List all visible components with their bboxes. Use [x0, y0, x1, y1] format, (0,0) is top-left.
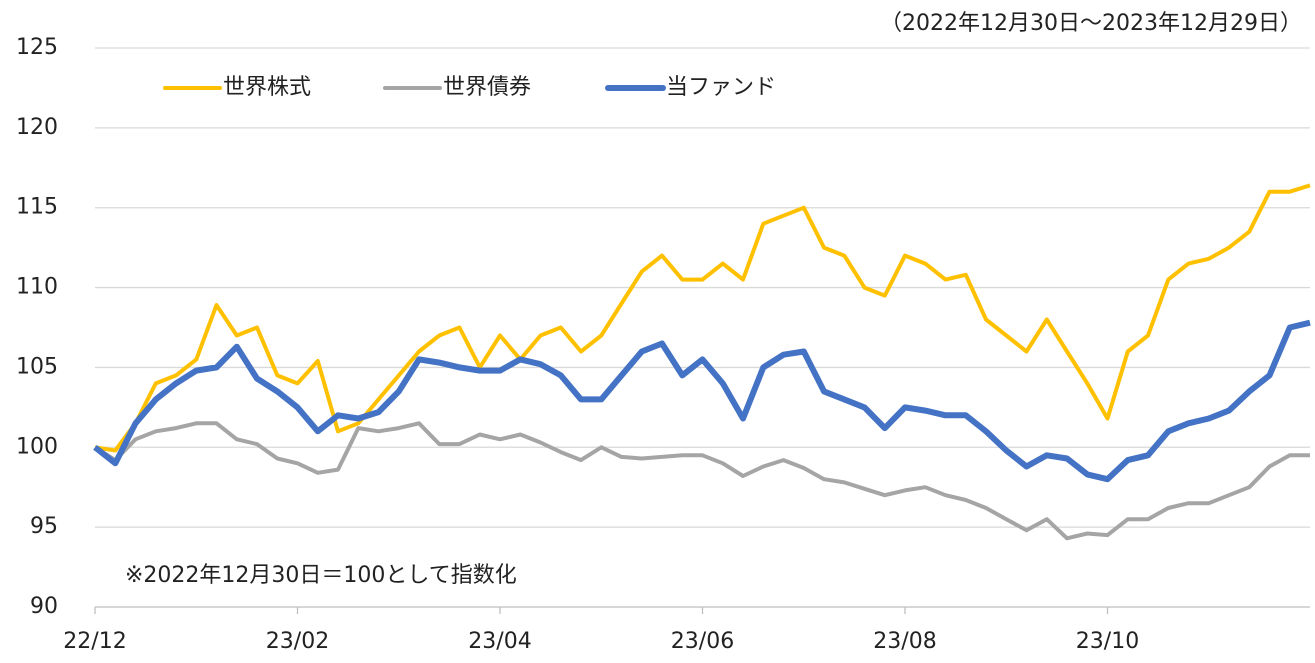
series-line [94, 183, 1311, 453]
chart-title: （2022年12月30日～2023年12月29日） [880, 11, 1302, 36]
legend-label: 当ファンド [666, 75, 776, 100]
y-tick-label: 120 [16, 115, 58, 140]
y-tick-label: 105 [16, 354, 58, 379]
x-tick-label: 23/02 [266, 629, 329, 654]
legend-label: 世界株式 [223, 75, 311, 100]
y-tick-label: 95 [30, 514, 58, 539]
x-tick-label: 23/10 [1076, 629, 1139, 654]
y-tick-label: 100 [16, 434, 58, 459]
y-tick-label: 110 [16, 275, 58, 300]
x-tick-label: 23/04 [468, 629, 531, 654]
annotation: ※2022年12月30日＝100として指数化 [125, 563, 517, 588]
legend-label: 世界債券 [443, 75, 531, 100]
y-tick-label: 115 [16, 195, 58, 220]
y-tick-label: 90 [30, 594, 58, 619]
x-tick-label: 22/12 [63, 629, 126, 654]
series-line [93, 421, 1310, 541]
x-tick-label: 23/08 [873, 629, 936, 654]
y-tick-label: 125 [16, 35, 58, 60]
series-line [93, 319, 1311, 483]
x-tick-label: 23/06 [671, 629, 734, 654]
